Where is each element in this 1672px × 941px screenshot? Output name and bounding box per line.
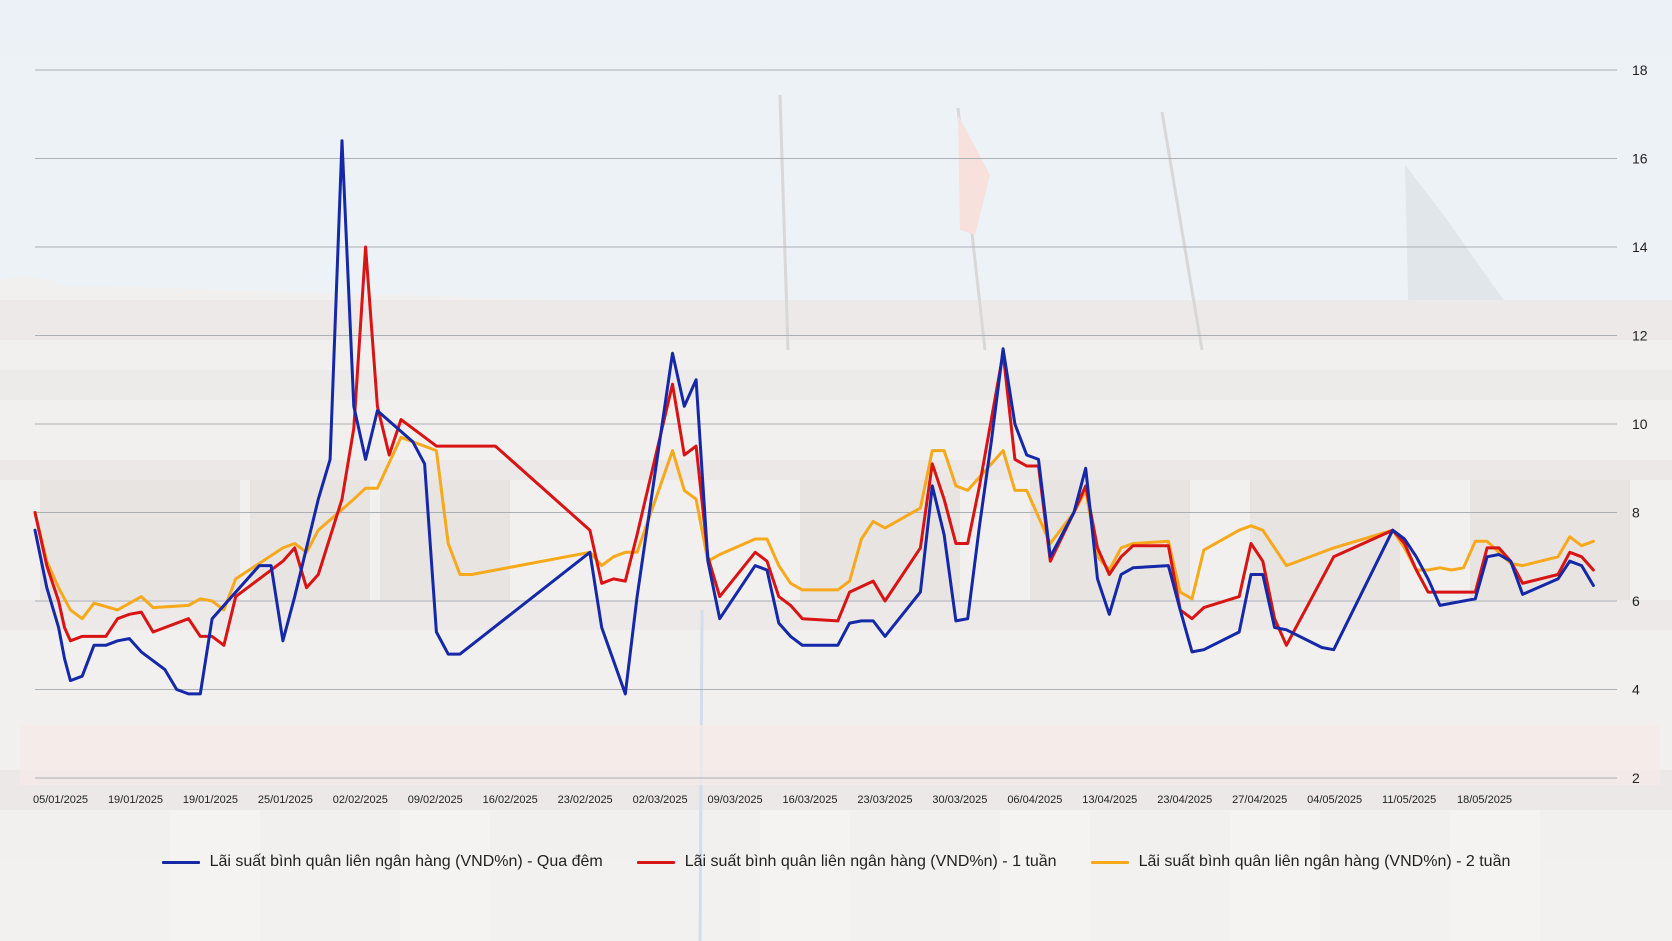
y-tick-label: 8: [1632, 505, 1640, 521]
y-axis-ticks: 2 4 6 8 10 12 14 16 18: [1632, 62, 1648, 786]
x-tick-label: 13/04/2025: [1082, 794, 1137, 806]
y-tick-label: 18: [1632, 62, 1648, 78]
y-tick-label: 2: [1632, 770, 1640, 786]
x-tick-label: 30/03/2025: [932, 794, 987, 806]
y-tick-label: 12: [1632, 328, 1648, 344]
x-tick-label: 05/01/2025: [33, 794, 88, 806]
legend-label-one-week: Lãi suất bình quân liên ngân hàng (VND%n…: [684, 853, 1057, 870]
series-line-one-week: [33, 245, 1595, 647]
legend-label-two-week: Lãi suất bình quân liên ngân hàng (VND%n…: [1138, 853, 1511, 870]
legend-swatch-two-week: [1090, 860, 1129, 864]
y-tick-label: 4: [1632, 682, 1640, 698]
x-tick-label: 23/04/2025: [1157, 794, 1212, 806]
x-axis-ticks: 05/01/2025 19/01/2025 19/01/2025 25/01/2025…: [33, 794, 1512, 806]
legend-label-overnight: Lãi suất bình quân liên ngân hàng (VND%n…: [209, 853, 603, 870]
series-line-two-week: [33, 435, 1595, 621]
x-tick-label: 19/01/2025: [183, 794, 238, 806]
x-tick-label: 02/03/2025: [633, 794, 688, 806]
x-tick-label: 19/01/2025: [108, 794, 163, 806]
x-tick-label: 11/05/2025: [1382, 794, 1436, 806]
series-lines: [33, 139, 1595, 696]
legend-item-two-week: Lãi suất bình quân liên ngân hàng (VND%n…: [1090, 853, 1511, 871]
legend-swatch-one-week: [636, 860, 675, 864]
y-tick-label: 6: [1632, 593, 1640, 609]
legend-swatch-overnight: [161, 860, 200, 864]
x-tick-label: 09/03/2025: [708, 794, 763, 806]
legend-item-overnight: Lãi suất bình quân liên ngân hàng (VND%n…: [161, 853, 603, 871]
x-tick-label: 27/04/2025: [1232, 794, 1287, 806]
y-tick-label: 10: [1632, 416, 1648, 432]
legend: Lãi suất bình quân liên ngân hàng (VND%n…: [0, 848, 1672, 876]
x-tick-label: 16/03/2025: [782, 794, 837, 806]
x-tick-label: 09/02/2025: [408, 794, 463, 806]
x-tick-label: 06/04/2025: [1007, 794, 1062, 806]
x-tick-label: 18/05/2025: [1457, 794, 1512, 806]
x-tick-label: 02/02/2025: [333, 794, 388, 806]
x-tick-label: 23/03/2025: [857, 794, 912, 806]
y-tick-label: 14: [1632, 239, 1648, 255]
legend-item-one-week: Lãi suất bình quân liên ngân hàng (VND%n…: [636, 853, 1057, 871]
grid-lines: [35, 69, 1617, 779]
x-tick-label: 25/01/2025: [258, 794, 313, 806]
series-line-overnight: [33, 139, 1595, 696]
y-tick-label: 16: [1632, 151, 1648, 167]
x-tick-label: 23/02/2025: [558, 794, 613, 806]
x-tick-label: 04/05/2025: [1307, 794, 1362, 806]
x-tick-label: 16/02/2025: [483, 794, 538, 806]
